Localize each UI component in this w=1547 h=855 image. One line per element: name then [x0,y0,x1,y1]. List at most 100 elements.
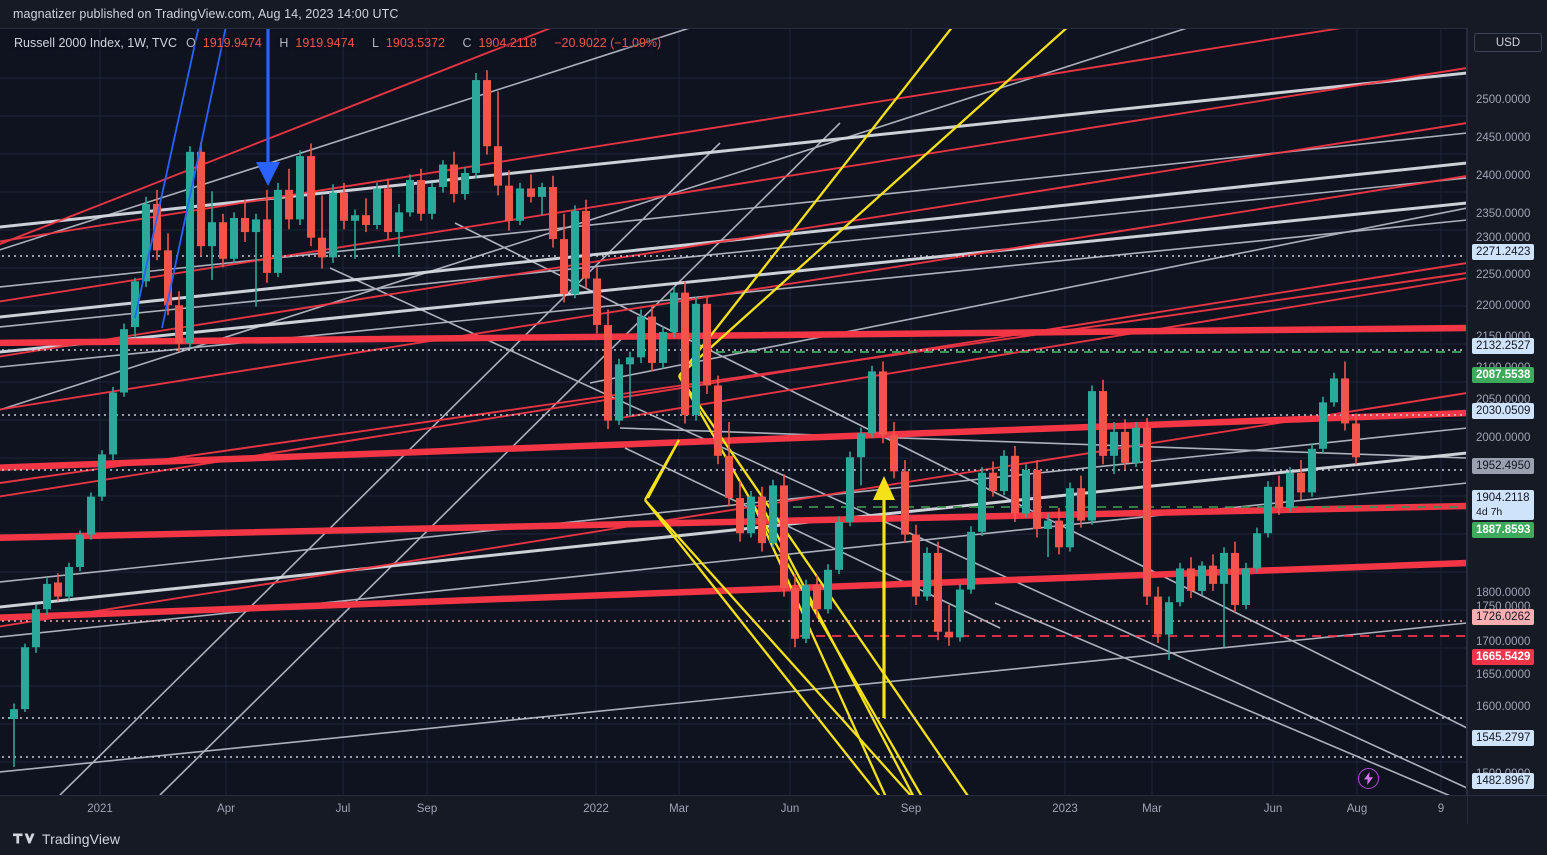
candlestick [1297,460,1305,500]
candlestick [747,491,755,538]
chart-legend[interactable]: Russell 2000 Index, 1W, TVC O 1919.9474 H… [14,36,668,50]
time-scale[interactable]: 2021 Apr Jul Sep 2022 Mar Jun Sep 2023 Mar Jun Aug 9 [0,795,1547,824]
time-tick-label: Jul [335,803,351,815]
candlestick [901,460,909,544]
candlestick [98,450,106,501]
currency-badge[interactable]: USD [1474,33,1542,52]
candlestick [714,375,722,465]
price-level-label[interactable]: 2132.2527 [1472,338,1535,354]
candlestick [208,191,216,280]
candlestick [1022,464,1030,518]
candlestick [285,168,293,230]
candlestick [967,526,975,594]
price-level-label[interactable]: 1887.8593 [1472,522,1535,538]
candlestick [769,479,777,548]
candlestick [1341,361,1349,431]
candlestick [1220,547,1228,648]
candlestick [10,703,18,767]
candlestick [1154,586,1162,644]
candlestick [318,195,326,269]
candlestick-series [10,70,1360,767]
candlestick [692,296,700,421]
time-tick-label: Apr [217,803,235,815]
candlestick [1011,445,1019,522]
price-level-label[interactable]: 1904.2118 4d 7h [1472,490,1534,520]
countdown-text: 4d 7h [1476,506,1503,518]
candlestick [1286,467,1294,513]
candlestick [120,323,128,397]
candlestick [670,286,678,338]
candlestick [1187,557,1195,598]
candlestick [450,151,458,203]
price-scale[interactable]: USD 2500.0000 2450.0000 2400.0000 2350.0000… [1467,28,1547,813]
price-tick: 1800.0000 [1476,587,1531,599]
legend-ohlc: O 1919.9474 H 1919.9474 L 1903.5372 C 1904.2… [186,36,668,50]
price-tick: 2500.0000 [1476,94,1531,106]
price-level-label[interactable]: 1665.5429 [1472,649,1535,665]
price-level-label[interactable]: 1545.2797 [1472,730,1535,746]
candlestick [637,309,645,363]
price-level-label[interactable]: 2087.5538 [1472,367,1535,383]
tradingview-logo-icon [13,833,35,844]
candlestick [945,605,953,646]
candlestick [1110,422,1118,475]
candlestick [538,182,546,216]
candlestick [351,209,359,259]
candlestick [1055,507,1063,555]
candlestick [483,70,491,155]
legend-h-value: 1919.9474 [295,36,355,50]
chart-pane[interactable]: Russell 2000 Index, 1W, TVC O 1919.9474 H… [0,28,1467,795]
candlestick [252,213,260,307]
candlestick [604,309,612,430]
candlestick [1176,562,1184,607]
price-level-label[interactable]: 1482.8967 [1472,773,1535,789]
candlestick [868,365,876,438]
lightning-bolt-icon[interactable] [1358,768,1379,789]
candlestick [560,213,568,303]
candlestick [1209,554,1217,591]
price-level-label[interactable]: 2030.0509 [1472,403,1535,419]
time-scale-divider [1467,796,1468,824]
candlestick [1033,460,1041,538]
price-level-label[interactable]: 1952.4950 [1472,458,1535,474]
candlestick [571,205,579,299]
candlestick [54,573,62,601]
candlestick [582,199,590,289]
candlestick [21,643,29,712]
candlestick [780,474,788,597]
legend-change: −20.9022 (−1.09%) [554,36,662,50]
candlestick [890,422,898,479]
candlestick [549,175,557,248]
candlestick [1330,372,1338,407]
candlestick [76,530,84,572]
legend-c-key: C [462,36,472,50]
candlestick [1253,527,1261,573]
candlestick [384,178,392,240]
price-tick: 1650.0000 [1476,669,1531,681]
candlestick [428,182,436,220]
candlestick [175,291,183,352]
candlestick [593,267,601,334]
time-tick-label: Sep [900,803,922,815]
price-level-label[interactable]: 2271.2423 [1472,244,1535,260]
candlestick [846,451,854,527]
candlestick [703,295,711,394]
candlestick [1242,562,1250,610]
legend-symbol[interactable]: Russell 2000 Index, 1W, TVC [14,36,178,50]
candlestick [659,326,667,369]
candlestick [1121,419,1129,470]
price-level-label[interactable]: 1726.0262 [1472,609,1535,625]
legend-o-key: O [186,36,196,50]
candlestick [307,143,315,247]
candlestick [65,562,73,601]
publish-header: magnatizer published on TradingView.com,… [0,0,1547,28]
candlestick [1143,417,1151,606]
price-tick: 2350.0000 [1476,208,1531,220]
candlestick [274,182,282,278]
legend-c-value: 1904.2118 [478,36,537,50]
candlestick [923,547,931,601]
tradingview-wordmark: TradingView [42,831,121,847]
candlestick [1099,379,1107,465]
chart-canvas [0,28,1467,795]
